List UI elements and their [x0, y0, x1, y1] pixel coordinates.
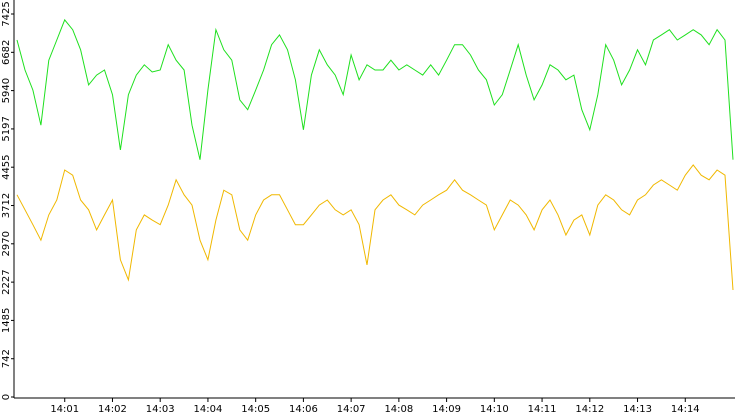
series-line	[16, 18, 734, 160]
y-tick-label: 6682	[1, 40, 12, 65]
y-tick-label: 0	[1, 394, 12, 400]
x-tick-label: 14:13	[623, 404, 652, 415]
y-tick-label: 1485	[1, 308, 12, 333]
y-tick-label: 7425	[1, 1, 12, 26]
x-tick-label: 14:05	[241, 404, 270, 415]
x-tick-label: 14:11	[528, 404, 557, 415]
x-tick-label: 14:14	[671, 404, 700, 415]
y-tick-label: 2970	[1, 231, 12, 256]
x-tick-label: 14:01	[50, 404, 79, 415]
x-tick-label: 14:02	[98, 404, 127, 415]
x-tick-label: 14:10	[480, 404, 509, 415]
y-tick-label: 5197	[1, 116, 12, 141]
y-tick-label: 5940	[1, 78, 12, 103]
x-tick-label: 14:07	[337, 404, 366, 415]
x-tick-label: 14:12	[575, 404, 604, 415]
x-tick-label: 14:09	[432, 404, 461, 415]
y-tick-label: 4455	[1, 154, 12, 179]
y-tick-label: 2227	[1, 269, 12, 294]
y-tick-label: 742	[1, 349, 12, 368]
x-tick-label: 14:06	[289, 404, 318, 415]
x-tick-label: 14:08	[384, 404, 413, 415]
series-line	[16, 164, 734, 291]
x-tick-label: 14:03	[146, 404, 175, 415]
y-tick-label: 3712	[1, 193, 12, 218]
x-tick-label: 14:04	[194, 404, 223, 415]
